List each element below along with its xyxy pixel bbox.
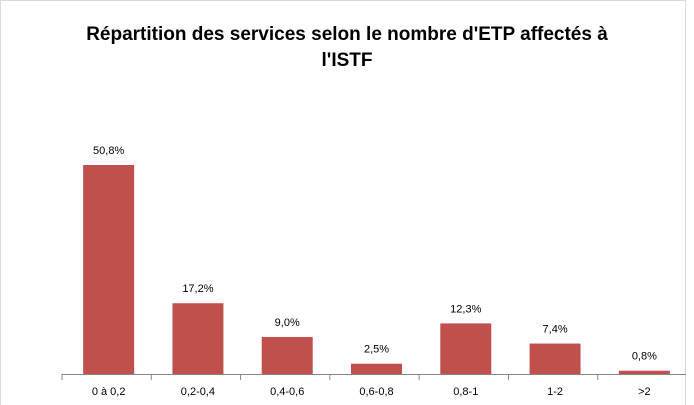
x-tick-label: >2 bbox=[638, 386, 651, 398]
x-tick-label: 0,6-0,8 bbox=[359, 386, 393, 398]
data-label: 12,3% bbox=[450, 303, 481, 315]
data-label: 7,4% bbox=[543, 323, 568, 335]
bar bbox=[529, 343, 581, 374]
bar bbox=[440, 323, 492, 374]
x-tick-label: 0,4-0,6 bbox=[270, 386, 304, 398]
x-tick-label: 1-2 bbox=[547, 386, 563, 398]
bar bbox=[83, 165, 135, 374]
bar bbox=[261, 336, 313, 374]
bar bbox=[618, 370, 670, 374]
bar bbox=[351, 363, 402, 374]
data-label: 9,0% bbox=[275, 317, 300, 329]
bar bbox=[172, 303, 224, 374]
chart-title: Répartition des services selon le nombre… bbox=[86, 24, 608, 71]
x-tick-label: 0,2-0,4 bbox=[181, 386, 215, 398]
x-tick-label: 0,8-1 bbox=[453, 386, 478, 398]
data-label: 0,8% bbox=[632, 351, 657, 363]
data-label: 17,2% bbox=[182, 283, 213, 295]
x-tick-label: 0 à 0,2 bbox=[92, 386, 126, 398]
data-label: 2,5% bbox=[364, 344, 389, 356]
data-label: 50,8% bbox=[93, 145, 124, 157]
